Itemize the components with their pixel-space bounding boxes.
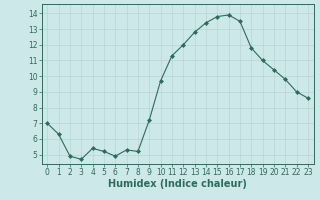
- X-axis label: Humidex (Indice chaleur): Humidex (Indice chaleur): [108, 179, 247, 189]
